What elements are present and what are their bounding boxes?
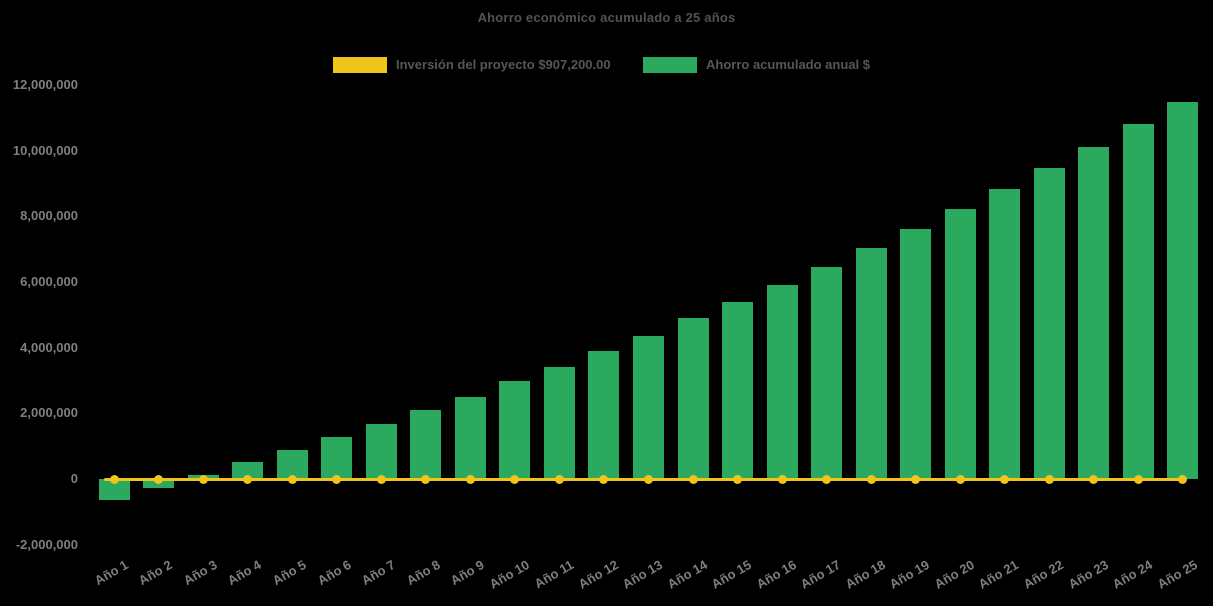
x-axis-label: Año 22 (1020, 557, 1066, 592)
x-axis-label: Año 14 (664, 557, 710, 592)
investment-line-marker (822, 474, 832, 484)
investment-line-marker (866, 474, 876, 484)
x-axis-label: Año 25 (1154, 557, 1200, 592)
investment-line-marker (287, 474, 297, 484)
bar-año-21 (989, 189, 1021, 479)
bar-año-10 (499, 381, 531, 479)
x-axis-label: Año 11 (531, 557, 576, 592)
y-axis-tick-label: 4,000,000 (20, 339, 78, 355)
y-axis-tick-label: 10,000,000 (12, 142, 78, 158)
legend-label-investment: Inversión del proyecto $907,200.00 (396, 57, 611, 72)
investment-line-marker (643, 474, 653, 484)
bar-año-17 (811, 267, 843, 479)
investment-line-marker (465, 474, 475, 484)
y-axis-tick-label: 2,000,000 (20, 405, 78, 421)
legend-item-investment: Inversión del proyecto $907,200.00 (333, 55, 611, 74)
bar-año-15 (722, 301, 754, 479)
x-axis-label: Año 2 (136, 557, 176, 589)
bar-año-12 (588, 351, 620, 479)
x-axis-label: Año 15 (709, 557, 755, 592)
x-axis-label: Año 17 (798, 557, 844, 592)
investment-line-marker (332, 474, 342, 484)
bar-año-7 (365, 423, 397, 479)
legend-swatch-investment-icon (333, 56, 387, 73)
x-axis-label: Año 6 (314, 557, 354, 589)
x-axis-label: Año 18 (842, 557, 888, 592)
x-axis-label: Año 3 (180, 557, 220, 589)
bar-año-20 (944, 209, 976, 479)
x-axis-label: Año 13 (619, 557, 665, 592)
bar-año-25 (1167, 102, 1199, 479)
y-axis-tick-label: 12,000,000 (12, 77, 78, 93)
investment-line-marker (1178, 474, 1188, 484)
x-axis-label: Año 24 (1109, 557, 1155, 592)
x-axis-label: Año 10 (486, 557, 532, 592)
investment-line-marker (554, 474, 564, 484)
bar-año-19 (900, 228, 932, 479)
bar-año-5 (276, 450, 308, 479)
investment-line-marker (1000, 474, 1010, 484)
investment-line-marker (777, 474, 787, 484)
bar-año-23 (1078, 147, 1110, 479)
x-axis-label: Año 23 (1065, 557, 1111, 592)
investment-line-marker (599, 474, 609, 484)
investment-line-marker (421, 474, 431, 484)
y-axis-tick-label: 8,000,000 (20, 208, 78, 224)
x-axis-label: Año 20 (931, 557, 977, 592)
legend-item-savings: Ahorro acumulado anual $ (643, 55, 870, 74)
x-axis-label: Año 19 (887, 557, 933, 592)
bar-año-1 (98, 479, 130, 500)
bar-año-11 (543, 366, 575, 479)
x-axis-label: Año 7 (358, 557, 398, 589)
bar-año-4 (232, 461, 264, 479)
x-axis-label: Año 9 (448, 557, 487, 589)
investment-line-marker (198, 474, 208, 484)
x-axis-label: Año 5 (269, 557, 309, 589)
x-axis-label: Año 16 (753, 557, 799, 592)
investment-line-marker (911, 474, 921, 484)
y-axis-tick-label: -2,000,000 (15, 536, 78, 552)
legend-label-savings: Ahorro acumulado anual $ (706, 57, 870, 72)
x-axis-label: Año 12 (575, 557, 621, 592)
investment-line-marker (733, 474, 743, 484)
bar-año-13 (632, 335, 664, 479)
investment-line-marker (1089, 474, 1099, 484)
chart-title: Ahorro económico acumulado a 25 años (477, 10, 736, 25)
bar-año-22 (1033, 168, 1065, 479)
x-axis-label: Año 8 (403, 557, 443, 589)
investment-line-marker (109, 474, 119, 484)
y-axis-tick-label: 6,000,000 (20, 274, 78, 290)
bar-año-6 (321, 437, 353, 479)
x-axis-label: Año 21 (976, 557, 1022, 592)
bar-año-16 (766, 284, 798, 479)
bar-año-9 (454, 396, 486, 479)
investment-line-marker (376, 474, 386, 484)
x-axis-label: Año 4 (225, 557, 265, 589)
investment-line-marker (243, 474, 253, 484)
bar-año-24 (1122, 124, 1154, 479)
investment-line-marker (955, 474, 965, 484)
legend-swatch-savings-icon (643, 56, 697, 73)
investment-line-marker (154, 474, 164, 484)
investment-line-marker (1044, 474, 1054, 484)
bar-año-8 (410, 410, 442, 479)
bar-año-18 (855, 248, 887, 479)
investment-line-marker (1133, 474, 1143, 484)
y-axis-tick-label: 0 (70, 471, 78, 486)
investment-line-marker (688, 474, 698, 484)
bar-año-14 (677, 318, 709, 479)
x-axis-label: Año 1 (91, 557, 131, 589)
investment-line-marker (510, 474, 520, 484)
